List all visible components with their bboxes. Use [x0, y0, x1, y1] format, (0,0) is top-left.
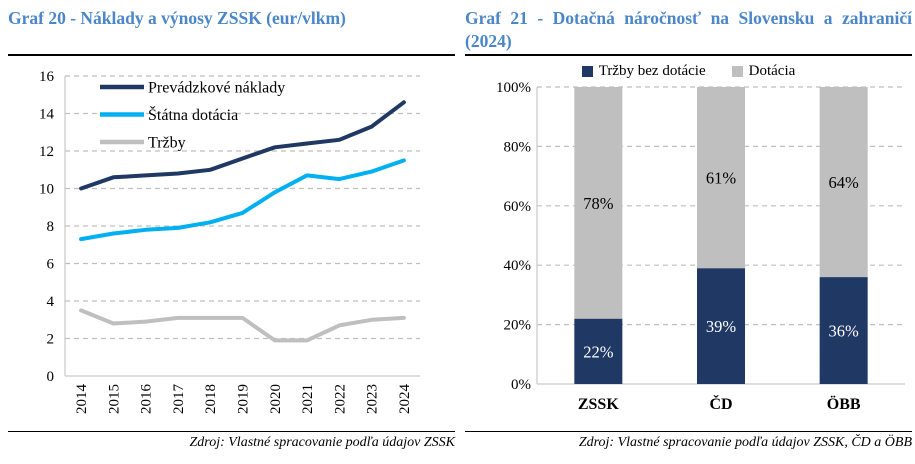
y-tick-label: 6 — [47, 257, 55, 273]
bar-value-label: 64% — [829, 173, 860, 192]
x-tick-label: 2023 — [365, 384, 381, 414]
graf-21-source: Zdroj: Vlastné spracovanie podľa údajov … — [578, 435, 912, 450]
legend-swatch — [581, 65, 593, 77]
y-tick-label: 4 — [47, 294, 55, 310]
series-line-1 — [79, 158, 406, 242]
legend-label: Dotácia — [748, 62, 796, 79]
bar-segment-bottom — [819, 277, 868, 384]
x-tick-label: 2020 — [268, 384, 284, 414]
x-tick-label: 2018 — [203, 384, 219, 414]
bar-value-label: 78% — [583, 194, 614, 213]
bar-chart-legend: Tržby bez dotácie Dotácia — [465, 60, 912, 82]
graf-20-panel: Graf 20 - Náklady a výnosy ZSSK (eur/vlk… — [8, 5, 455, 451]
y-tick-label: 16 — [39, 69, 55, 85]
bar-segment-top — [819, 87, 868, 278]
legend-label: Tržby — [148, 135, 186, 152]
bar-value-label: 39% — [706, 317, 737, 336]
bar-value-label: 36% — [829, 322, 860, 341]
bar-segment-bottom — [697, 268, 745, 384]
graf-20-title: Graf 20 - Náklady a výnosy ZSSK (eur/vlk… — [8, 8, 346, 28]
graf-21-title: Graf 21 - Dotačná náročnosť na Slovensku… — [465, 8, 912, 51]
legend-item: Dotácia — [731, 62, 796, 80]
line-chart-svg: 0 2 4 6 8 10 12 14 16 2014 2015 2016 2017 2018 2019 202… — [39, 69, 420, 415]
bar-segment-top — [574, 87, 623, 319]
legend-swatch — [731, 65, 743, 77]
graf-20-source: Zdroj: Vlastné spracovanie podľa údajov … — [189, 435, 455, 450]
x-tick-label: 2014 — [74, 384, 90, 415]
graf-21-source-rule — [465, 431, 912, 432]
graf-20-source-rule — [8, 431, 455, 432]
bar-segment-top — [697, 87, 745, 269]
y-tick-label: 10 — [39, 182, 54, 198]
x-tick-label: 2016 — [139, 384, 155, 415]
y-tick-label: 2 — [47, 332, 55, 348]
x-category-label: ÖBB — [827, 395, 861, 413]
legend-item: Tržby bez dotácie — [581, 62, 706, 80]
stacked-bar-chart-svg: 0% 20% 40% 60% 80% 100% 22% 78% ZSSK 39% 61% ČD 36% 6… — [496, 80, 905, 413]
line-chart: 0 2 4 6 8 10 12 14 16 2014 2015 2016 2017 2018 2019 202… — [8, 58, 455, 430]
bar-value-label: 61% — [706, 169, 737, 188]
x-tick-label: 2022 — [332, 384, 348, 414]
x-tick-label: 2019 — [236, 384, 252, 414]
series-line-0 — [79, 100, 406, 191]
legend-label: Štátna dotácia — [148, 105, 238, 124]
x-tick-label: 2017 — [171, 384, 187, 415]
stacked-bar-chart: 0% 20% 40% 60% 80% 100% 22% 78% ZSSK 39% 61% ČD 36% 6… — [465, 80, 912, 420]
y-tick-label: 40% — [504, 258, 532, 274]
x-tick-label: 2024 — [397, 384, 413, 415]
y-tick-label: 14 — [39, 107, 55, 123]
graf-21-panel: Graf 21 - Dotačná náročnosť na Slovensku… — [465, 5, 912, 451]
x-tick-label: 2021 — [300, 384, 316, 414]
y-tick-label: 0 — [47, 369, 55, 385]
graf-21-title-rule — [465, 54, 912, 56]
y-tick-label: 60% — [504, 199, 532, 215]
y-tick-label: 8 — [47, 219, 55, 235]
x-category-label: ČD — [709, 394, 732, 413]
legend-label: Tržby bez dotácie — [598, 62, 706, 79]
bar-value-label: 22% — [583, 342, 614, 361]
y-tick-label: 0% — [511, 377, 531, 393]
report-figures-page: Graf 20 - Náklady a výnosy ZSSK (eur/vlk… — [8, 5, 912, 451]
x-category-label: ZSSK — [578, 396, 619, 413]
legend-label: Prevádzkové náklady — [148, 80, 285, 97]
x-tick-label: 2015 — [106, 384, 122, 414]
graf-20-title-rule — [8, 54, 455, 56]
y-tick-label: 80% — [504, 139, 532, 155]
bar-segment-bottom — [574, 318, 623, 384]
y-tick-label: 12 — [39, 144, 54, 160]
y-tick-label: 20% — [504, 318, 532, 334]
series-line-2 — [79, 308, 406, 343]
y-tick-label: 100% — [496, 82, 531, 96]
